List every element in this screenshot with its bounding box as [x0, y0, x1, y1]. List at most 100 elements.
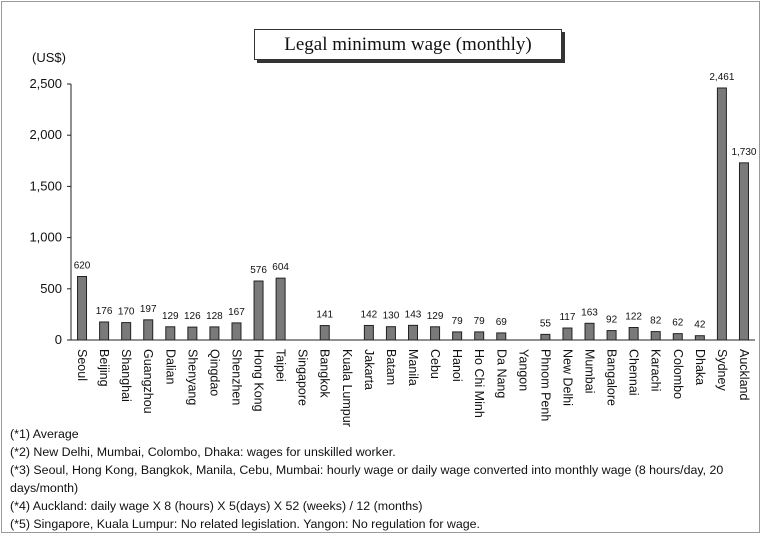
data-label: 117 [559, 312, 575, 323]
data-label: 1,730 [731, 147, 756, 158]
x-tick-label: Cebu [428, 349, 442, 379]
y-axis: 0 500 1,000 1,500 2,000 2,500 [29, 76, 755, 347]
data-label: 143 [405, 309, 422, 320]
data-label: 170 [118, 307, 135, 318]
bar-batam [385, 326, 396, 341]
bar-beijing [99, 321, 110, 341]
footnote-3: (*3) Seoul, Hong Kong, Bangkok, Manila, … [10, 463, 724, 495]
bar-da-nang [496, 332, 507, 341]
y-tick-label: 1,000 [29, 230, 62, 245]
data-label: 620 [74, 261, 91, 272]
y-tick-label: 2,000 [29, 127, 62, 142]
bar-ho-chi-minh [474, 331, 485, 341]
x-tick-label: Karachi [649, 349, 663, 391]
x-tick-label: Sydney [715, 349, 729, 391]
x-axis-labels: Seoul Beijing Shanghai Guangzhou Dalian Sheny… [75, 349, 751, 427]
data-label: 129 [162, 311, 179, 322]
bar-hong-kong [253, 280, 264, 341]
x-tick-label: Manila [406, 349, 420, 386]
bar-mumbai [584, 322, 595, 341]
data-label: 82 [650, 316, 662, 327]
bar-dalian [165, 326, 176, 341]
x-tick-label: Guangzhou [141, 349, 155, 414]
x-tick-label: Jakarta [362, 349, 376, 390]
data-label: 142 [361, 309, 378, 320]
x-tick-label: Shanghai [119, 349, 133, 402]
x-tick-label: Da Nang [494, 349, 508, 398]
bar-colombo [672, 333, 683, 341]
data-labels: 620 176 170 197 129 126 128 167 576 604 141 142 130 1… [74, 72, 757, 331]
data-label: 42 [694, 320, 706, 331]
bar-shenyang [187, 326, 198, 341]
data-label: 197 [140, 304, 157, 315]
data-label: 69 [496, 317, 508, 328]
x-tick-label: Ho Chi Minh [472, 349, 486, 418]
bar-cebu [430, 326, 441, 341]
data-label: 55 [540, 318, 552, 329]
x-tick-label: Auckland [737, 349, 751, 400]
bar-qingdao [209, 326, 220, 341]
data-label: 167 [228, 307, 245, 318]
y-tick-label: 500 [40, 281, 62, 296]
bar-sydney [716, 87, 727, 341]
footnote-5: (*5) Singapore, Kuala Lumpur: No related… [10, 517, 480, 531]
x-tick-label: Taipei [274, 349, 288, 382]
data-label: 126 [184, 311, 201, 322]
bar-karachi [650, 331, 661, 341]
data-label: 62 [672, 318, 684, 329]
x-tick-label: Beijing [97, 349, 111, 387]
bar-new-delhi [562, 327, 573, 341]
bar-seoul [77, 276, 88, 341]
footnotes: (*1) Average (*2) New Delhi, Mumbai, Col… [10, 425, 755, 533]
data-label: 130 [383, 311, 400, 322]
bar-bangalore [606, 330, 617, 341]
bar-jakarta [363, 324, 374, 341]
x-tick-label: Shenzhen [229, 349, 243, 405]
bar-shanghai [121, 322, 132, 341]
x-tick-label: Qingdao [207, 349, 221, 396]
footnote-1: (*1) Average [10, 427, 79, 441]
x-tick-label: Colombo [671, 349, 685, 399]
bar-guangzhou [143, 319, 154, 341]
x-tick-label: New Delhi [560, 349, 574, 406]
bar-taipei [275, 277, 286, 341]
x-tick-label: Kuala Lumpur [340, 349, 354, 427]
bar-hanoi [452, 331, 463, 341]
data-label: 129 [427, 311, 444, 322]
x-tick-label: Dhaka [693, 349, 707, 385]
data-label: 92 [606, 315, 618, 326]
x-tick-label: Mumbai [583, 349, 597, 393]
x-tick-label: Hanoi [450, 349, 464, 382]
bar-dhaka [694, 335, 705, 341]
data-label: 79 [474, 316, 486, 327]
bar-bangkok [319, 325, 330, 341]
data-label: 576 [250, 265, 267, 276]
bar-chart: (US$) 0 500 1,000 1,500 2,000 2,500 620 176 170… [29, 50, 757, 427]
y-tick-label: 2,500 [29, 76, 62, 91]
bar-phnom-penh [540, 333, 551, 341]
footnote-4: (*4) Auckland: daily wage X 8 (hours) X … [10, 499, 423, 513]
data-label: 176 [96, 306, 113, 317]
x-tick-label: Batam [384, 349, 398, 385]
footnote-2: (*2) New Delhi, Mumbai, Colombo, Dhaka: … [10, 445, 396, 459]
data-label: 128 [206, 311, 223, 322]
y-axis-unit-label: (US$) [32, 50, 66, 65]
bar-shenzhen [231, 322, 242, 341]
x-tick-label: Seoul [75, 349, 89, 381]
x-tick-label: Chennai [627, 349, 641, 396]
x-tick-label: Bangalore [605, 349, 619, 406]
x-tick-label: Hong Kong [252, 349, 266, 412]
bars [77, 87, 749, 341]
data-label: 2,461 [709, 72, 734, 83]
x-tick-label: Yangon [516, 349, 530, 391]
chart-title: Legal minimum wage (monthly) [254, 29, 562, 60]
y-tick-label: 1,500 [29, 178, 62, 193]
x-tick-label: Singapore [296, 349, 310, 406]
x-tick-label: Phnom Penh [538, 349, 552, 421]
data-label: 122 [625, 312, 642, 323]
x-tick-label: Bangkok [318, 349, 332, 398]
data-label: 141 [316, 310, 333, 321]
y-tick-label: 0 [55, 332, 62, 347]
x-tick-label: Shenyang [185, 349, 199, 405]
